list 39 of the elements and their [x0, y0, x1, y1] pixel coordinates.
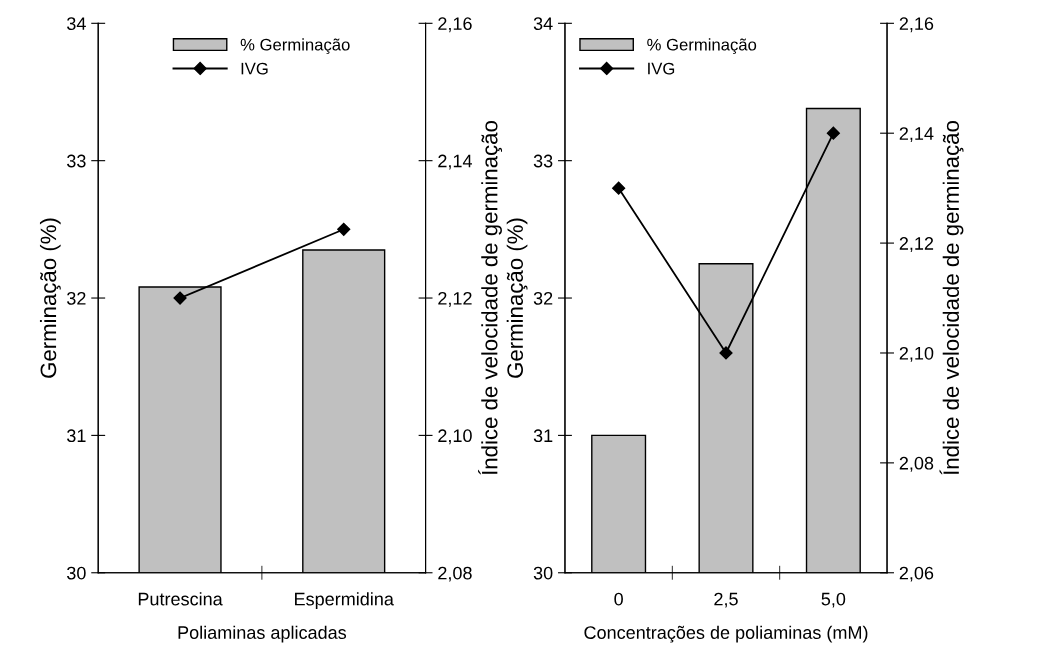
- y-tick-label: 33: [67, 154, 86, 168]
- legend-label: IVG: [241, 62, 268, 75]
- y-tick-label: 32: [533, 291, 553, 305]
- legend-label: IVG: [648, 62, 675, 75]
- point: [719, 346, 733, 360]
- x-tick-label: Espermidina: [295, 592, 394, 610]
- y2-tick-label: 2,10: [899, 346, 934, 362]
- x-axis-title: Concentrações de poliaminas (mM): [584, 625, 868, 643]
- x-axis-title: Poliaminas aplicadas: [178, 625, 347, 643]
- y-axis-title: Germinação (%): [506, 218, 528, 378]
- point: [612, 181, 626, 195]
- x-tick-label: Putrescina: [138, 592, 223, 606]
- y-tick-label: 33: [533, 154, 553, 168]
- y2-tick-label: 2,14: [438, 154, 472, 170]
- y2-tick-label: 2,08: [438, 566, 472, 582]
- x-tick-label: 5,0: [821, 592, 846, 608]
- y2-tick-label: 2,10: [438, 429, 472, 445]
- y2-tick-label: 2,12: [899, 237, 934, 252]
- legend-label: % Germinação: [240, 38, 350, 54]
- y2-tick-label: 2,16: [899, 17, 934, 33]
- y2-tick-label: 2,16: [438, 17, 472, 33]
- y-tick-label: 30: [533, 566, 553, 580]
- y-tick-label: 34: [67, 17, 86, 31]
- y2-tick-label: 2,08: [899, 456, 934, 472]
- y2-axis-title: Índice de velocidade de germinação: [939, 121, 964, 475]
- y-tick-label: 31: [67, 429, 86, 443]
- x-tick-label: 2,5: [714, 592, 738, 608]
- y2-axis-title: Índice de velocidade de germinação: [478, 121, 503, 475]
- point: [826, 126, 840, 140]
- y-tick-label: 30: [67, 566, 86, 580]
- y2-tick-label: 2,12: [438, 291, 472, 307]
- y2-tick-label: 2,14: [899, 127, 934, 143]
- y-tick-label: 34: [533, 17, 553, 31]
- y-tick-label: 32: [67, 291, 86, 305]
- y-tick-label: 31: [533, 429, 553, 443]
- y-axis-title: Germinação (%): [39, 218, 61, 378]
- legend-label: % Germinação: [647, 38, 757, 54]
- x-tick-label: 0: [614, 592, 623, 606]
- y2-tick-label: 2,06: [899, 566, 934, 582]
